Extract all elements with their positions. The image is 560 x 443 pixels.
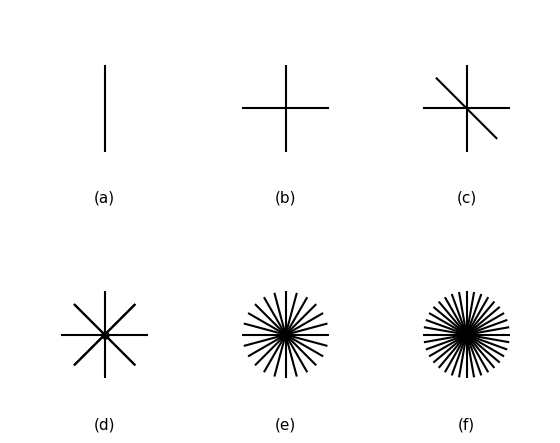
Text: (a): (a) bbox=[94, 191, 115, 206]
Text: (e): (e) bbox=[275, 417, 296, 432]
Text: (c): (c) bbox=[456, 191, 477, 206]
Text: (b): (b) bbox=[275, 191, 296, 206]
Text: (f): (f) bbox=[458, 417, 475, 432]
Text: (d): (d) bbox=[94, 417, 115, 432]
